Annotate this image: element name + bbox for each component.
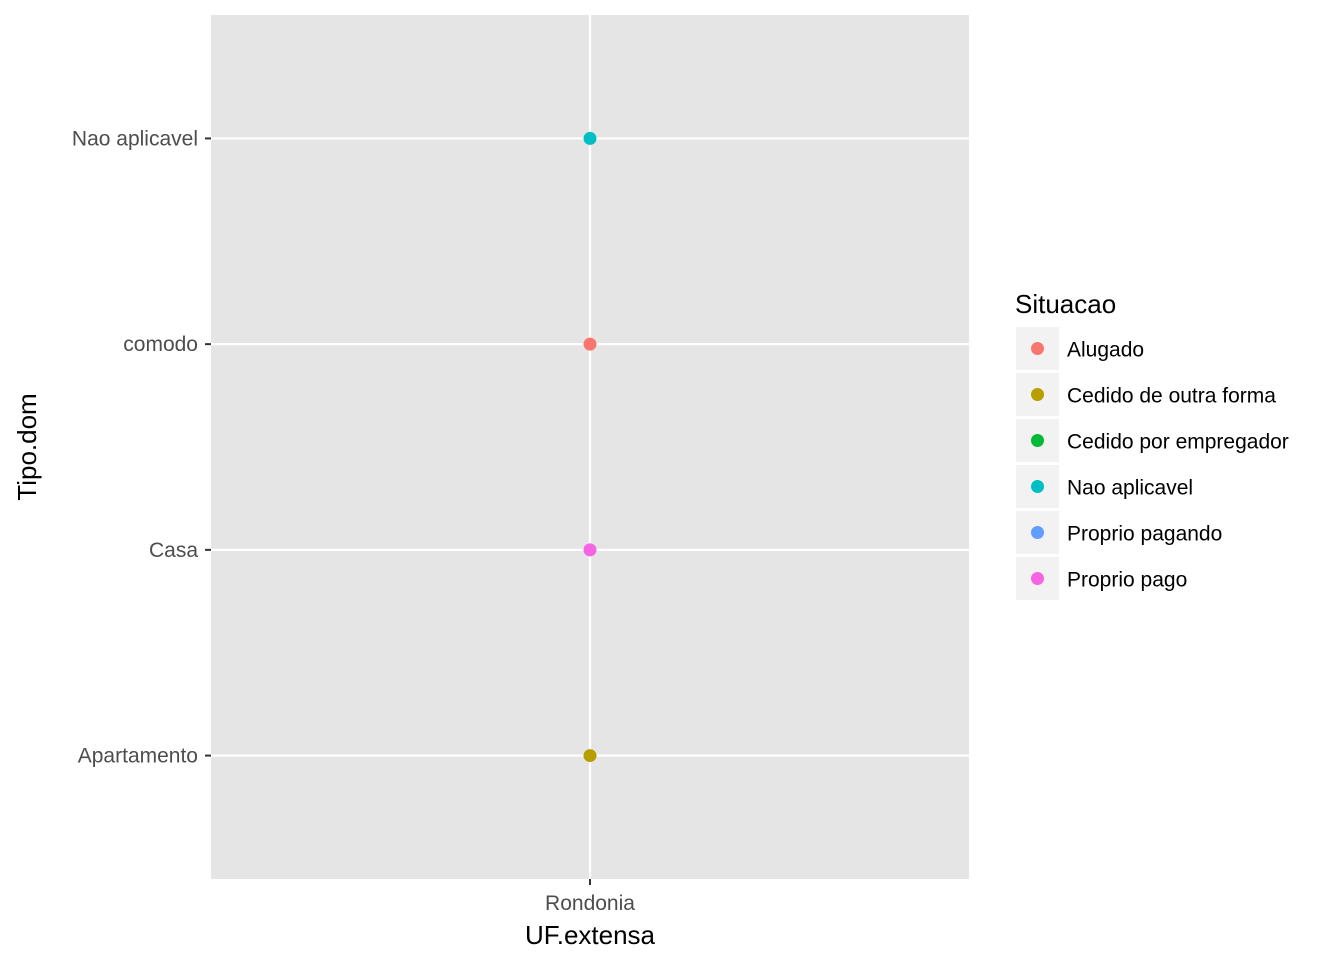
legend-label: Cedido por empregador (1067, 431, 1289, 454)
legend-label: Proprio pagando (1067, 523, 1222, 546)
legend-swatch (1031, 434, 1044, 447)
data-point (583, 749, 597, 763)
y-tick-label: Casa (149, 539, 198, 562)
legend: Situacao Alugado Cedido de outra forma Ced… (1015, 289, 1289, 600)
data-points (583, 131, 597, 763)
legend-label: Proprio pago (1067, 569, 1187, 592)
legend-entries: Alugado Cedido de outra forma Cedido por e… (1016, 327, 1289, 600)
y-axis-title: Tipo.dom (12, 393, 42, 500)
y-tick-label: Apartamento (78, 745, 198, 768)
legend-swatch (1031, 572, 1044, 585)
y-tick-label: Nao aplicavel (72, 127, 198, 150)
legend-label: Cedido de outra forma (1067, 385, 1276, 408)
legend-label: Nao aplicavel (1067, 477, 1193, 500)
legend-title: Situacao (1015, 289, 1116, 319)
data-point (583, 337, 597, 351)
x-tick-label: Rondonia (545, 892, 635, 915)
legend-swatch (1031, 388, 1044, 401)
legend-swatch (1031, 480, 1044, 493)
legend-label: Alugado (1067, 339, 1144, 362)
x-axis-title: UF.extensa (525, 920, 656, 950)
y-tick-labels: Apartamento Casa comodo Nao aplicavel (72, 127, 198, 767)
legend-swatch (1031, 342, 1044, 355)
axis-ticks (205, 137, 591, 885)
data-point (583, 543, 597, 557)
legend-swatch (1031, 526, 1044, 539)
data-point (583, 131, 597, 145)
y-tick-label: comodo (123, 333, 198, 356)
x-tick-labels: Rondonia (545, 892, 635, 915)
